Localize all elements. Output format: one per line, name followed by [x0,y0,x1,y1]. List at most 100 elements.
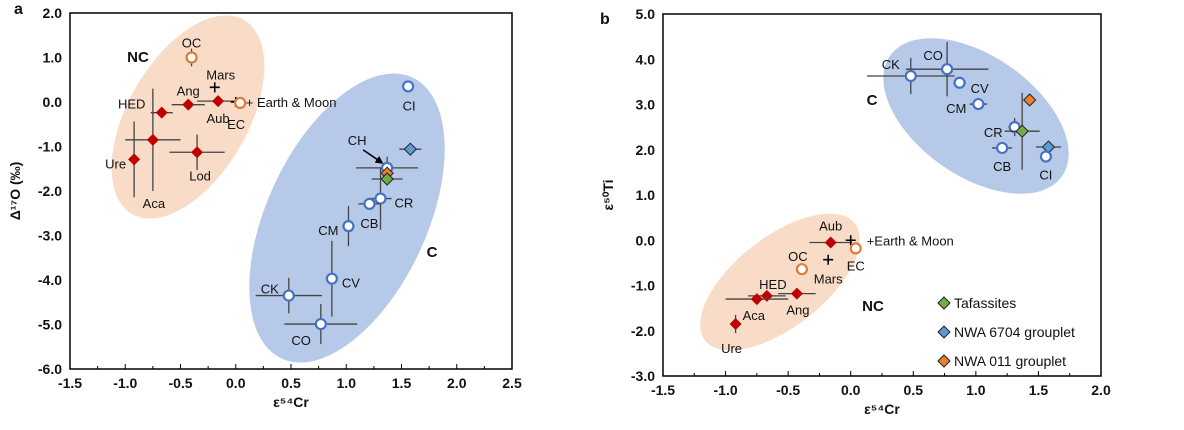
legend-item: Tafassites [937,295,1016,311]
x-tick-label: -1.5 [58,375,82,391]
tafassites-marker [380,172,394,186]
point-label: CB [360,216,378,231]
data-point-Mars: Mars [814,254,843,287]
point-label: HED [759,277,786,292]
y-tick-label: -1.0 [38,139,62,155]
diamond-marker [790,287,803,300]
point-label: Ang [786,303,809,318]
y-tick-label: 3.0 [636,97,656,113]
circle-marker [363,197,376,211]
y-tick-label: -1.0 [631,278,655,294]
data-point-Aub: Aub [809,219,852,249]
data-point-Ang: Ang [171,84,205,111]
data-point-EC: EC [227,96,247,132]
data-point-Aub: Aub [197,95,240,126]
x-tick-label: 2.0 [1091,382,1111,398]
group-label-C: C [427,244,438,261]
circle-marker [342,220,355,233]
circle-marker [314,317,327,331]
circle-marker [374,192,387,205]
x-tick-label: 0.0 [226,375,246,391]
data-point-OC: OC [182,36,202,67]
y-tick-label: 1.0 [636,187,656,203]
x-tick-label: 2.5 [502,375,522,391]
tafassites-marker [937,296,951,310]
point-label: Ang [177,84,200,99]
point-label: Aub [819,219,842,234]
point-label: CR [984,125,1003,140]
circle-marker [904,69,917,83]
data-point-CI: CI [1039,150,1053,183]
y-tick-label: 4.0 [636,51,656,67]
y-tick-label: 2.0 [636,142,656,158]
point-label: CM [318,223,338,238]
x-tick-label: -0.5 [776,382,800,398]
x-tick-label: 2.0 [447,375,467,391]
diamond-marker [191,146,204,159]
y-tick-label: -3.0 [38,228,62,244]
earth-moon-label: + Earth & Moon [246,95,337,110]
data-point-Aca: Aca [725,293,789,323]
y-tick-label: 0.0 [43,94,63,110]
y-tick-label: -4.0 [38,272,62,288]
data-point-CO: CO [905,42,989,97]
group-label-NC: NC [862,298,884,315]
point-label: OC [182,36,202,51]
group-region-NC [111,15,265,219]
data-point-nwa011 [1022,93,1037,107]
point-label: EC [847,258,865,273]
data-point-nwa6704 [399,142,422,156]
circle-marker [234,96,247,109]
x-tick-label: -1.0 [714,382,738,398]
data-point-CB: CB [992,141,1013,174]
point-label: CO [291,333,311,348]
data-point-CR: CR [369,167,413,230]
point-label: OC [788,249,808,264]
nwa6704-marker [403,142,418,156]
nwa011-marker [1022,93,1037,107]
x-tick-label: 0.5 [281,375,301,391]
group-label-NC: NC [127,49,149,66]
x-tick-label: 1.0 [337,375,357,391]
circle-marker [282,289,295,302]
group-label-C: C [867,92,878,109]
point-label: Aca [743,308,766,323]
point-label: Aub [206,111,229,126]
x-tick-label: 0.0 [841,382,861,398]
y-axis-title: Δ¹⁷O (‰) [7,162,23,221]
group-region-NC [700,213,860,351]
plus-marker [823,254,834,265]
point-label: CB [993,159,1011,174]
data-point-Ure: Ure [105,121,141,198]
plus-marker [845,235,856,246]
point-label: EC [227,117,245,132]
legend-item: NWA 6704 grouplet [937,324,1075,340]
data-point-EC: EC [847,242,865,273]
data-point-tafassites [1004,92,1040,170]
circle-marker [1039,150,1053,163]
circle-marker [972,97,985,111]
data-point-CB: CB [358,197,381,231]
point-label: Aca [143,196,166,211]
point-label: CM [946,101,966,116]
diamond-marker [750,293,763,306]
point-label: Ure [105,156,126,171]
diamond-marker [729,317,742,330]
nwa011-marker [937,354,951,368]
diamond-marker [182,98,195,111]
diamond-marker [824,236,837,249]
data-point-CV: CV [325,240,360,317]
circle-marker [849,242,862,255]
circle-marker [940,63,954,76]
y-tick-label: -2.0 [38,183,62,199]
data-point-CK: CK [255,277,322,314]
point-label: CV [971,81,989,96]
point-label: CV [342,276,360,291]
data-point-Aca: Aca [125,88,181,211]
point-label: HED [118,97,145,112]
point-label: CO [923,48,943,63]
group-region-C [249,73,445,363]
circle-marker [795,263,809,276]
circle-marker [402,80,415,93]
x-tick-label: -1.0 [113,375,137,391]
